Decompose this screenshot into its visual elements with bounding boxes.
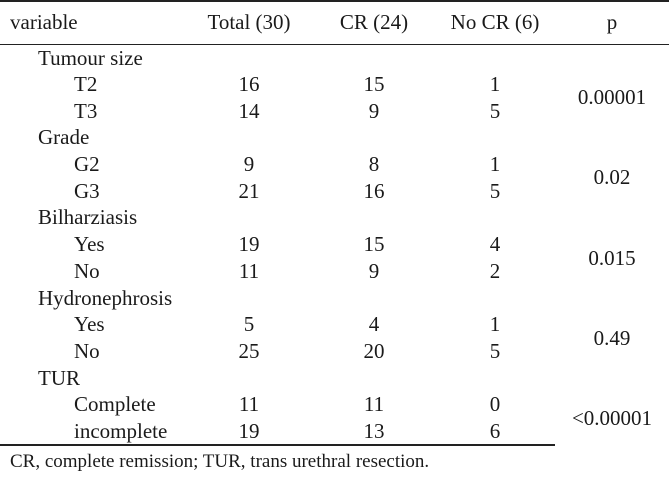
cell-no-cr: 5 [489, 178, 501, 203]
group-label-tumour-size: Tumour size [38, 45, 143, 70]
group-label-tur: TUR [38, 365, 80, 390]
row-label: T3 [74, 98, 98, 123]
cell-cr: 11 [363, 392, 385, 417]
table-row: Yes 5 4 1 0.49 [0, 311, 669, 349]
cell-cr: 4 [368, 312, 380, 337]
results-table-container: variable Total (30) CR (24) No CR (6) p … [0, 0, 669, 446]
table-row: T2 16 15 1 0.00001 [0, 71, 669, 109]
group-row: Tumour size [0, 44, 669, 71]
group-label-hydronephrosis: Hydronephrosis [38, 285, 173, 310]
cell-cr: 9 [368, 98, 380, 123]
cell-no-cr: 1 [489, 152, 501, 177]
group-label-grade: Grade [38, 125, 90, 150]
cell-no-cr: 1 [489, 312, 501, 337]
table-footnote: CR, complete remission; TUR, trans ureth… [10, 451, 430, 472]
results-table: variable Total (30) CR (24) No CR (6) p … [0, 0, 669, 446]
group-row: TUR [0, 364, 669, 391]
cell-p-bilharziasis: 0.015 [588, 245, 636, 270]
row-label: Yes [74, 312, 105, 337]
table-row: G3 21 16 5 [0, 177, 669, 204]
row-label: G2 [74, 152, 100, 177]
header-no-cr: No CR (6) [435, 0, 555, 45]
cell-cr: 8 [368, 152, 380, 177]
cell-p-tumour-size: 0.00001 [577, 85, 647, 110]
cell-p-grade: 0.02 [593, 165, 631, 190]
cell-total: 16 [238, 72, 260, 97]
cell-cr: 15 [363, 232, 385, 257]
cell-total: 11 [238, 258, 260, 283]
cell-p-hydronephrosis: 0.49 [593, 325, 631, 350]
table-row: Complete 11 11 0 <0.00001 [0, 391, 669, 430]
cell-no-cr: 6 [435, 417, 555, 446]
table-row: No 11 9 2 [0, 258, 669, 285]
cell-p-tur: <0.00001 [571, 405, 653, 430]
group-label-bilharziasis: Bilharziasis [38, 205, 138, 230]
header-variable: variable [0, 0, 185, 45]
header-p: p [555, 0, 669, 45]
group-row: Grade [0, 124, 669, 151]
row-label: Complete [74, 392, 156, 417]
cell-no-cr: 4 [489, 232, 501, 257]
table-header-row: variable Total (30) CR (24) No CR (6) p [0, 0, 669, 45]
table-row: No 25 20 5 [0, 338, 669, 365]
cell-total: 19 [238, 232, 260, 257]
cell-cr: 13 [313, 417, 435, 446]
table-row: T3 14 9 5 [0, 97, 669, 124]
group-row: Hydronephrosis [0, 284, 669, 311]
cell-total: 14 [238, 98, 260, 123]
header-total: Total (30) [185, 0, 313, 45]
cell-no-cr: 2 [489, 258, 501, 283]
table-row: Yes 19 15 4 0.015 [0, 231, 669, 269]
cell-total: 25 [238, 338, 260, 363]
cell-no-cr: 5 [489, 98, 501, 123]
cell-no-cr: 5 [489, 338, 501, 363]
header-cr: CR (24) [313, 0, 435, 45]
table-row: G2 9 8 1 0.02 [0, 151, 669, 189]
row-label: Yes [74, 232, 105, 257]
cell-total: 9 [243, 152, 255, 177]
cell-cr: 16 [363, 178, 385, 203]
group-row: Bilharziasis [0, 204, 669, 231]
row-label: G3 [74, 178, 100, 203]
table-row: incomplete 19 13 6 [0, 417, 669, 446]
cell-total: 11 [238, 392, 260, 417]
cell-cr: 20 [363, 338, 385, 363]
row-label: No [74, 338, 100, 363]
cell-total: 21 [238, 178, 260, 203]
cell-cr: 9 [368, 258, 380, 283]
cell-total: 19 [185, 417, 313, 446]
row-label: No [74, 258, 100, 283]
row-label: incomplete [0, 417, 185, 446]
cell-no-cr: 0 [489, 392, 501, 417]
cell-no-cr: 1 [489, 72, 501, 97]
cell-cr: 15 [363, 72, 385, 97]
row-label: T2 [74, 72, 98, 97]
cell-total: 5 [243, 312, 255, 337]
